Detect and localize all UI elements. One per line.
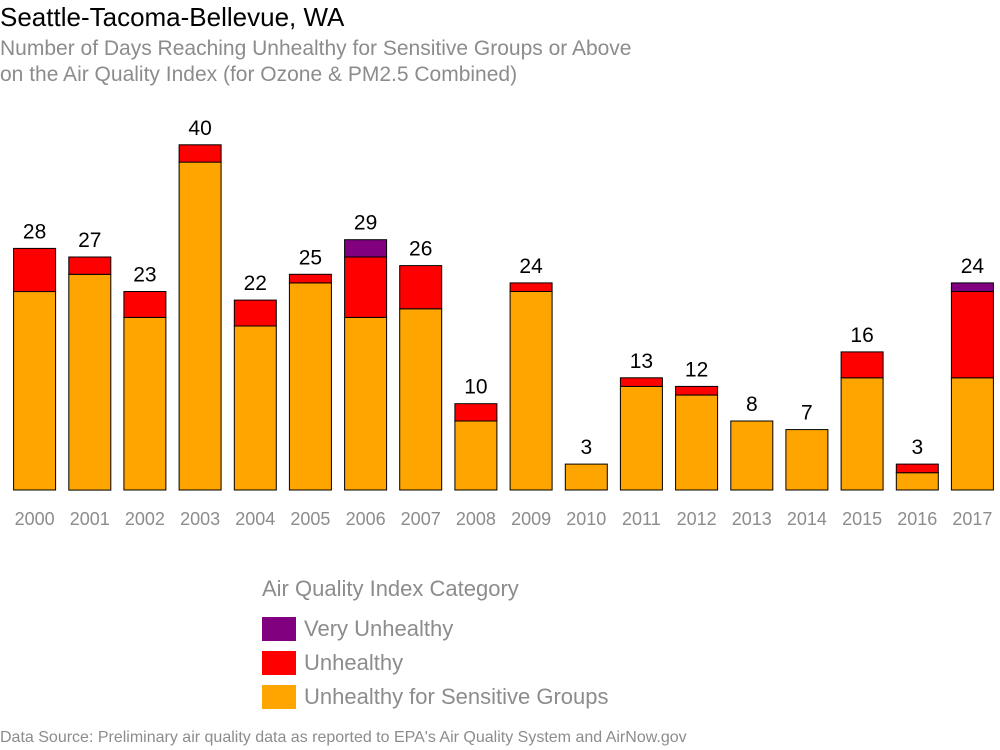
x-tick-label-2007: 2007 xyxy=(401,509,441,529)
total-label-2013: 8 xyxy=(746,393,758,416)
bar-segment-2006-unhealthy-for-sensitive-groups xyxy=(344,316,388,491)
bar-segment-2016-unhealthy-for-sensitive-groups xyxy=(895,472,939,491)
x-tick-label-2001: 2001 xyxy=(70,509,110,529)
bar-segment-2014-unhealthy-for-sensitive-groups xyxy=(785,429,829,491)
legend-item-very-unhealthy: Very Unhealthy xyxy=(262,612,609,646)
bar-segment-2017-very-unhealthy xyxy=(950,282,994,292)
bar-segment-2007-unhealthy xyxy=(399,265,443,310)
bar-segment-2015-unhealthy-for-sensitive-groups xyxy=(840,377,884,491)
bar-segment-2002-unhealthy xyxy=(123,291,167,318)
bar-segment-2017-unhealthy xyxy=(950,291,994,379)
legend-swatch-usg xyxy=(262,685,296,709)
total-label-2011: 13 xyxy=(630,350,653,373)
total-label-2010: 3 xyxy=(580,436,592,459)
bar-segment-2008-unhealthy xyxy=(454,403,498,422)
total-label-2002: 23 xyxy=(133,264,156,287)
legend: Air Quality Index Category Very Unhealth… xyxy=(262,576,609,714)
chart-subtitle: Number of Days Reaching Unhealthy for Se… xyxy=(0,36,632,88)
total-label-2004: 22 xyxy=(244,272,267,295)
bar-segment-2003-unhealthy-for-sensitive-groups xyxy=(178,161,222,491)
total-label-2003: 40 xyxy=(188,117,211,140)
bar-segment-2015-unhealthy xyxy=(840,351,884,379)
bar-segment-2002-unhealthy-for-sensitive-groups xyxy=(123,316,167,491)
x-tick-label-2004: 2004 xyxy=(235,509,275,529)
x-tick-label-2017: 2017 xyxy=(952,509,992,529)
bar-segment-2006-very-unhealthy xyxy=(344,239,388,258)
subtitle-line-1: Number of Days Reaching Unhealthy for Se… xyxy=(0,37,632,60)
x-tick-label-2006: 2006 xyxy=(346,509,386,529)
legend-item-usg: Unhealthy for Sensitive Groups xyxy=(262,680,609,714)
x-tick-label-2012: 2012 xyxy=(677,509,717,529)
bar-segment-2009-unhealthy xyxy=(509,282,553,292)
x-tick-label-2000: 2000 xyxy=(15,509,55,529)
legend-item-unhealthy: Unhealthy xyxy=(262,646,609,680)
bar-segment-2009-unhealthy-for-sensitive-groups xyxy=(509,291,553,491)
legend-label-usg: Unhealthy for Sensitive Groups xyxy=(304,684,609,709)
x-tick-label-2002: 2002 xyxy=(125,509,165,529)
legend-swatch-very-unhealthy xyxy=(262,617,296,641)
x-tick-label-2011: 2011 xyxy=(622,509,661,529)
bar-segment-2016-unhealthy xyxy=(895,463,939,474)
total-label-2001: 27 xyxy=(78,229,101,252)
subtitle-line-2: on the Air Quality Index (for Ozone & PM… xyxy=(0,63,518,86)
bar-segment-2000-unhealthy xyxy=(13,247,57,293)
bar-segment-2013-unhealthy-for-sensitive-groups xyxy=(730,420,774,491)
total-label-2017: 24 xyxy=(961,255,985,278)
bar-segment-2011-unhealthy-for-sensitive-groups xyxy=(619,385,663,491)
legend-swatch-unhealthy xyxy=(262,651,296,675)
bar-segment-2010-unhealthy-for-sensitive-groups xyxy=(564,463,608,491)
total-label-2016: 3 xyxy=(911,436,923,459)
x-tick-label-2009: 2009 xyxy=(511,509,551,529)
bar-segment-2012-unhealthy-for-sensitive-groups xyxy=(675,394,719,491)
x-tick-label-2003: 2003 xyxy=(180,509,220,529)
total-label-2000: 28 xyxy=(23,220,46,243)
total-label-2008: 10 xyxy=(464,376,487,399)
total-label-2006: 29 xyxy=(354,212,377,235)
bar-segment-2012-unhealthy xyxy=(675,385,719,396)
bar-segment-2001-unhealthy-for-sensitive-groups xyxy=(68,273,112,491)
x-tick-label-2005: 2005 xyxy=(290,509,330,529)
legend-label-very-unhealthy: Very Unhealthy xyxy=(304,616,454,641)
bar-segment-2007-unhealthy-for-sensitive-groups xyxy=(399,308,443,491)
bar-segment-2000-unhealthy-for-sensitive-groups xyxy=(13,291,57,491)
legend-title: Air Quality Index Category xyxy=(262,576,519,601)
total-label-2014: 7 xyxy=(801,402,813,425)
legend-label-unhealthy: Unhealthy xyxy=(304,650,404,675)
bar-segment-2001-unhealthy xyxy=(68,256,112,275)
bar-segment-2005-unhealthy xyxy=(288,273,332,284)
bar-segment-2004-unhealthy xyxy=(233,299,277,327)
x-tick-label-2010: 2010 xyxy=(566,509,606,529)
x-tick-label-2008: 2008 xyxy=(456,509,496,529)
stacked-bar-chart: 28 2000 27 2001 23 2002 40 2003 22 2004 25 2005 29 20… xyxy=(13,117,994,529)
bar-segment-2011-unhealthy xyxy=(619,377,663,387)
x-tick-label-2015: 2015 xyxy=(842,509,882,529)
x-tick-label-2014: 2014 xyxy=(787,509,827,529)
bar-segment-2004-unhealthy-for-sensitive-groups xyxy=(233,325,277,491)
x-tick-label-2013: 2013 xyxy=(732,509,772,529)
total-label-2007: 26 xyxy=(409,238,432,261)
total-label-2012: 12 xyxy=(685,358,708,381)
data-source-note: Data Source: Preliminary air quality dat… xyxy=(0,729,687,746)
bar-segment-2017-unhealthy-for-sensitive-groups xyxy=(950,377,994,491)
x-tick-label-2016: 2016 xyxy=(897,509,937,529)
total-label-2015: 16 xyxy=(850,324,873,347)
bar-segment-2003-unhealthy xyxy=(178,144,222,163)
total-label-2009: 24 xyxy=(519,255,543,278)
bar-segment-2005-unhealthy-for-sensitive-groups xyxy=(288,282,332,491)
bar-segment-2006-unhealthy xyxy=(344,256,388,318)
total-label-2005: 25 xyxy=(299,246,322,269)
chart-title: Seattle-Tacoma-Bellevue, WA xyxy=(0,2,345,32)
bar-segment-2008-unhealthy-for-sensitive-groups xyxy=(454,420,498,491)
